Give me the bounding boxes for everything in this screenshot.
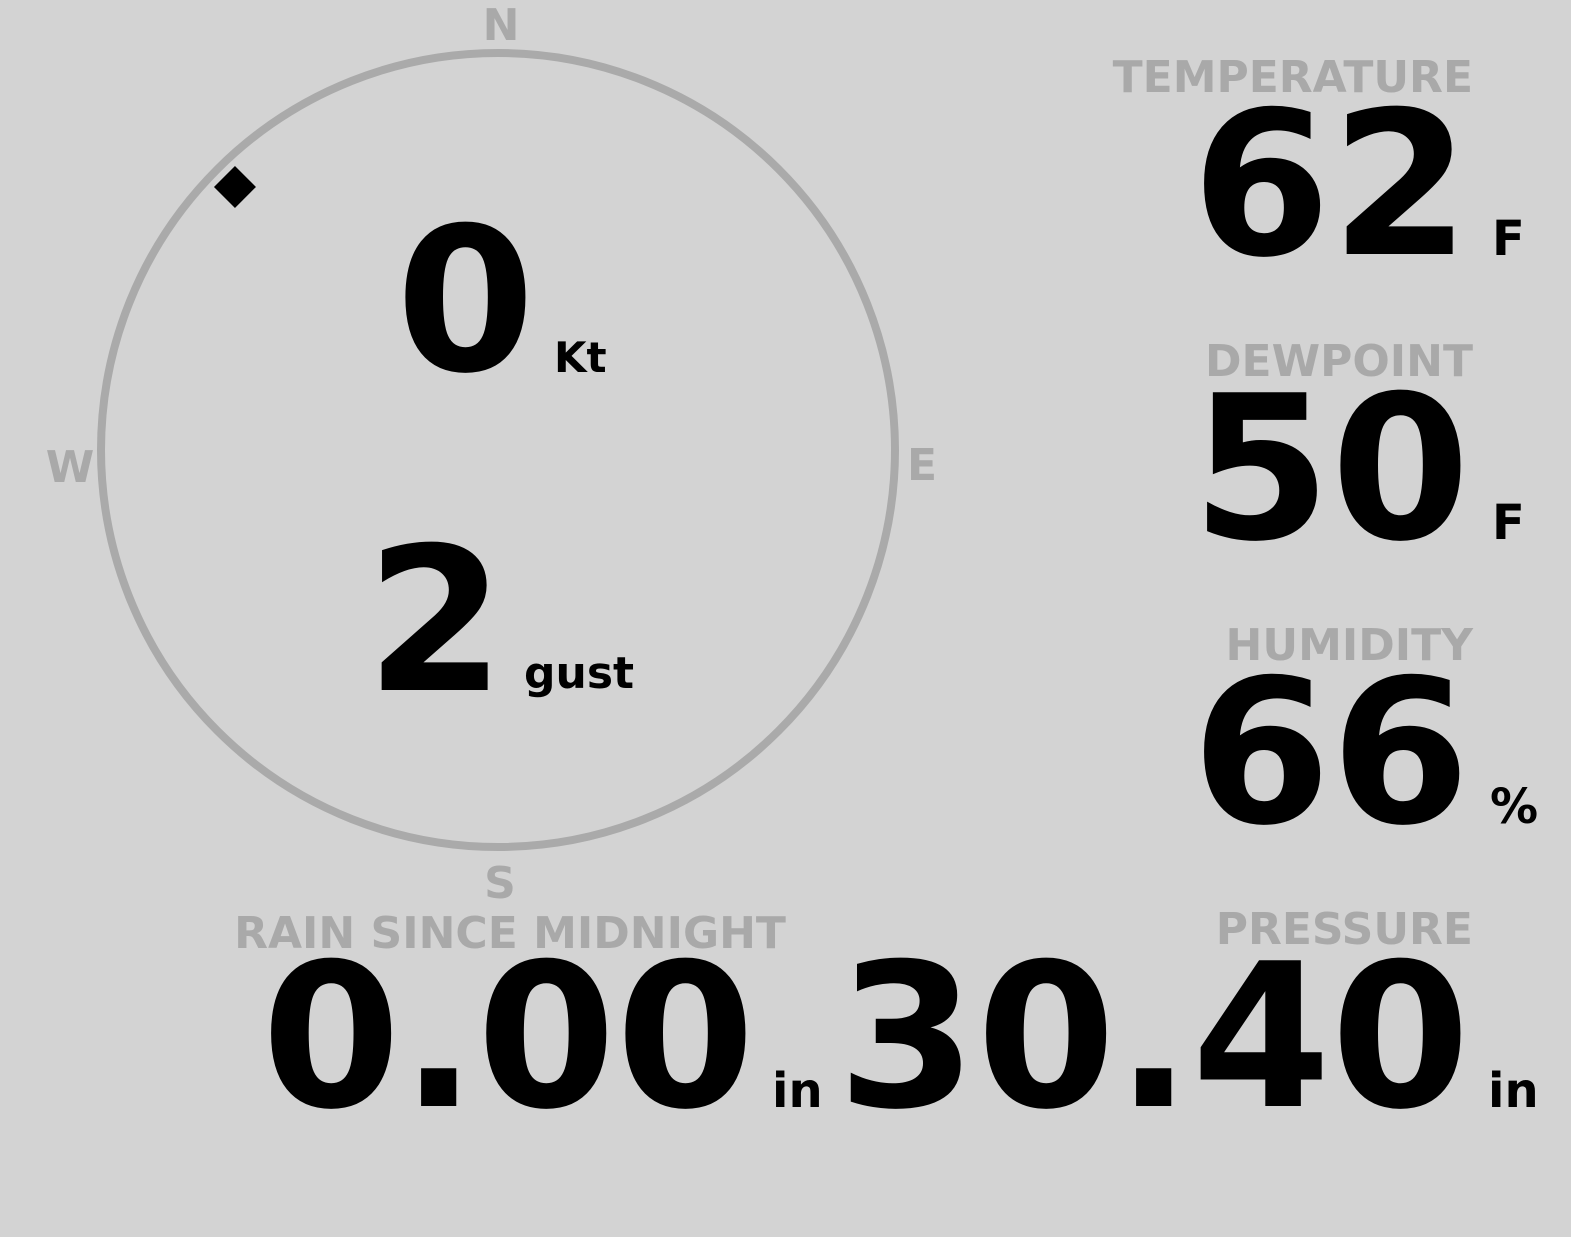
compass-ring <box>97 49 899 851</box>
humidity-value: 66 <box>1192 637 1470 870</box>
rain-unit: in <box>772 1063 823 1119</box>
compass-n: N <box>483 0 520 51</box>
wind-direction-marker <box>213 165 256 208</box>
temperature-value: 62 <box>1192 69 1470 302</box>
wind-speed-unit: Kt <box>554 333 607 382</box>
pressure-value: 30.40 <box>837 921 1470 1154</box>
compass-e: E <box>907 440 937 491</box>
compass-s: S <box>484 858 516 909</box>
temperature-label: TEMPERATURE <box>1113 52 1473 103</box>
pressure-label: PRESSURE <box>1216 904 1473 955</box>
compass-w: W <box>46 442 95 493</box>
humidity-unit: % <box>1490 779 1538 835</box>
pressure-unit: in <box>1488 1063 1539 1119</box>
rain-label: RAIN SINCE MIDNIGHT <box>234 908 786 959</box>
temperature-unit: F <box>1492 211 1525 267</box>
wind-gust-unit: gust <box>524 648 634 699</box>
dewpoint-label: DEWPOINT <box>1205 336 1473 387</box>
dewpoint-unit: F <box>1492 495 1525 551</box>
dewpoint-value: 50 <box>1192 353 1470 586</box>
rain-value: 0.00 <box>262 921 755 1154</box>
wind-gust: 2 <box>366 505 505 738</box>
wind-speed: 0 <box>396 185 535 418</box>
humidity-label: HUMIDITY <box>1226 620 1475 671</box>
